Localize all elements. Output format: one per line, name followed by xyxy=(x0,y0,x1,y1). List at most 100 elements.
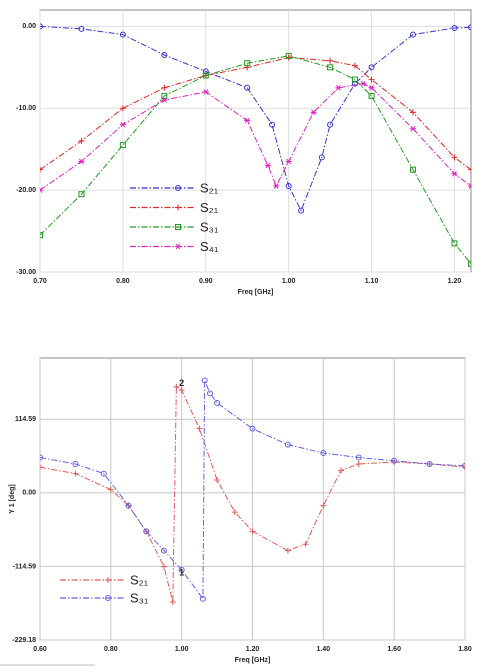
data-marker xyxy=(196,425,203,432)
data-marker xyxy=(214,477,221,483)
data-marker xyxy=(355,454,362,461)
data-marker xyxy=(368,64,375,71)
data-marker xyxy=(351,80,358,87)
data-marker xyxy=(409,109,416,116)
annotation: 1 xyxy=(179,567,184,577)
data-marker xyxy=(273,183,280,189)
data-marker xyxy=(143,528,150,535)
series-line xyxy=(40,380,465,601)
x-tick-label: 1.00 xyxy=(282,278,296,285)
x-tick-label: 0.70 xyxy=(33,278,47,285)
data-marker xyxy=(161,52,168,59)
x-tick-label: 0.80 xyxy=(104,646,118,653)
data-marker xyxy=(202,89,209,95)
data-marker xyxy=(360,80,367,87)
series-group xyxy=(40,377,465,605)
legend-label: S₂₁ xyxy=(200,200,219,215)
data-marker xyxy=(368,92,375,99)
data-marker xyxy=(327,121,334,128)
y-axis-label: Y 1 [deg] xyxy=(9,484,16,513)
data-marker xyxy=(107,486,114,493)
data-marker xyxy=(119,31,126,38)
series-line xyxy=(40,55,471,265)
data-marker xyxy=(244,84,251,91)
data-marker xyxy=(451,25,458,32)
legend-label: S₂₁ xyxy=(200,180,219,195)
data-marker xyxy=(231,509,238,516)
data-marker xyxy=(214,399,221,406)
data-marker xyxy=(119,105,126,112)
data-marker xyxy=(105,577,111,583)
data-marker xyxy=(173,383,180,390)
data-marker xyxy=(391,457,398,464)
y-tick-label: 0.00 xyxy=(22,23,36,30)
data-marker xyxy=(269,121,276,128)
x-axis-label: Freq [GHz] xyxy=(238,289,274,296)
data-marker xyxy=(78,138,85,144)
plot-area xyxy=(39,9,472,273)
data-marker xyxy=(161,97,168,103)
data-marker xyxy=(78,191,85,198)
data-marker xyxy=(40,454,43,461)
data-marker xyxy=(105,595,111,601)
data-marker xyxy=(178,387,185,394)
data-marker xyxy=(468,24,471,31)
data-marker xyxy=(335,84,342,91)
data-marker xyxy=(426,460,433,467)
y-tick-label: -114.59 xyxy=(13,563,36,570)
series-line xyxy=(40,25,471,212)
data-marker xyxy=(175,185,181,191)
data-marker xyxy=(161,92,168,99)
data-marker xyxy=(160,563,167,570)
data-marker xyxy=(285,183,292,190)
x-tick-label: 0.80 xyxy=(116,278,130,285)
annotation: 2 xyxy=(179,378,184,388)
data-marker xyxy=(298,207,305,214)
x-tick-label: 0.90 xyxy=(199,278,213,285)
data-marker xyxy=(451,154,458,161)
data-marker xyxy=(244,117,251,124)
data-marker xyxy=(462,462,465,469)
data-marker xyxy=(318,154,325,161)
data-marker xyxy=(175,224,181,230)
data-marker xyxy=(40,464,43,471)
data-marker xyxy=(202,72,209,79)
data-marker xyxy=(249,528,256,535)
x-tick-label: 1.20 xyxy=(246,646,260,653)
data-marker xyxy=(249,425,256,432)
data-marker xyxy=(368,76,375,83)
data-marker xyxy=(409,125,416,132)
legend-label: S₃₁ xyxy=(200,219,219,234)
y-tick-label: 0.00 xyxy=(22,490,36,497)
data-marker xyxy=(178,566,185,573)
data-marker xyxy=(72,460,79,467)
data-marker xyxy=(409,166,416,173)
data-marker xyxy=(160,547,167,554)
data-marker xyxy=(72,470,79,477)
data-marker xyxy=(285,158,292,165)
data-marker xyxy=(201,377,208,384)
y-tick-label: -30.00 xyxy=(16,269,36,276)
data-marker xyxy=(355,460,362,467)
data-marker xyxy=(451,240,458,247)
data-marker xyxy=(161,84,168,91)
data-marker xyxy=(451,170,458,177)
data-marker xyxy=(468,166,471,173)
data-marker xyxy=(264,162,271,169)
x-tick-label: 1.20 xyxy=(448,278,462,285)
data-marker xyxy=(320,502,327,509)
legend-label: S₃₁ xyxy=(130,590,149,605)
x-tick-label: 1.40 xyxy=(317,646,331,653)
data-marker xyxy=(302,541,309,548)
data-marker xyxy=(119,142,126,149)
x-tick-label: 1.80 xyxy=(458,646,472,653)
data-marker xyxy=(169,599,176,605)
y-tick-label: -20.00 xyxy=(16,187,36,194)
data-marker xyxy=(368,84,375,91)
data-marker xyxy=(199,595,206,602)
y-tick-label: -10.00 xyxy=(16,105,36,112)
data-marker xyxy=(244,60,251,67)
x-tick-label: 1.60 xyxy=(387,646,401,653)
series-group xyxy=(40,23,471,267)
data-marker xyxy=(40,187,43,193)
